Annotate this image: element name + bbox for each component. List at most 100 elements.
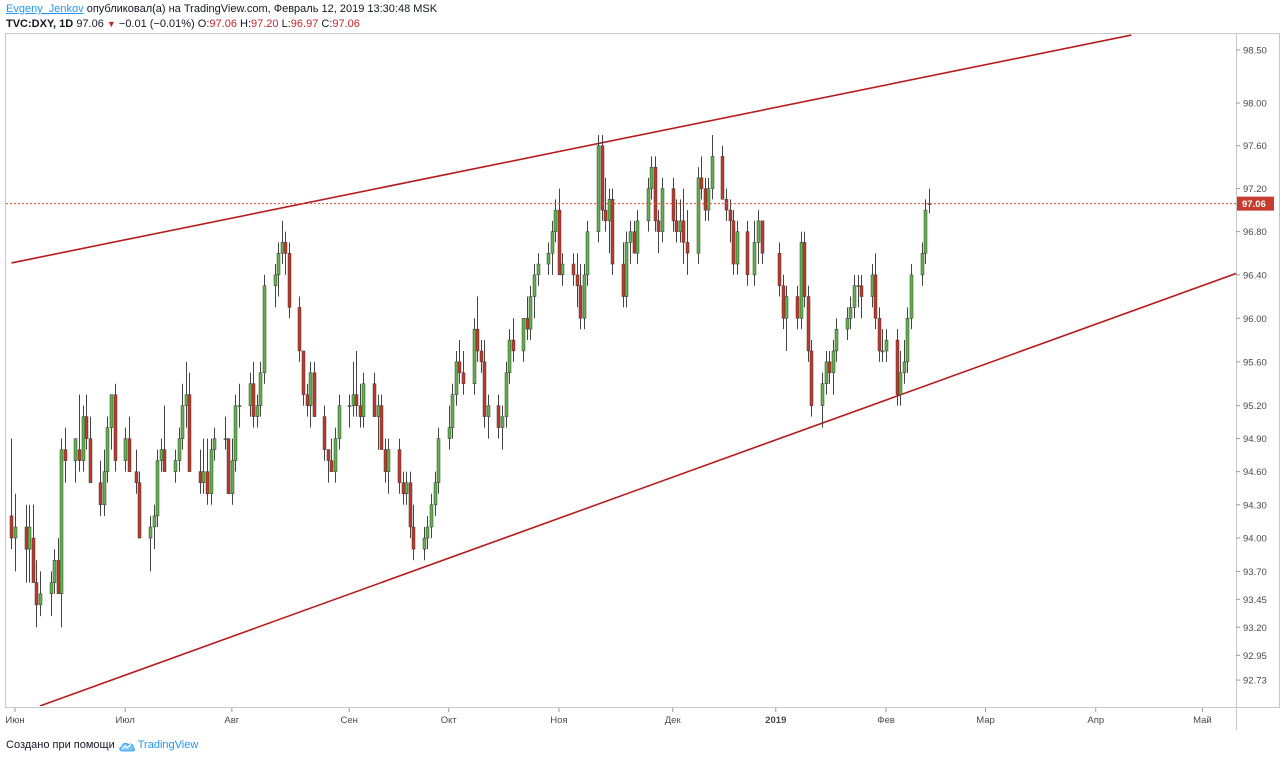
price-tick-label: 94.00 bbox=[1243, 534, 1267, 545]
candle-down bbox=[24, 526, 29, 550]
candle-up bbox=[824, 361, 829, 384]
time-tick-label: Сен bbox=[340, 715, 357, 726]
candle-up bbox=[209, 449, 214, 494]
candle-up bbox=[504, 372, 509, 417]
candle-up bbox=[735, 231, 740, 265]
candle-up bbox=[308, 372, 313, 406]
candle-down bbox=[873, 274, 878, 319]
candle-down bbox=[326, 449, 331, 461]
candle-down bbox=[134, 471, 139, 483]
candle-down bbox=[600, 145, 605, 211]
candle-up bbox=[237, 405, 242, 407]
candle-up bbox=[155, 460, 160, 517]
candle-down bbox=[681, 220, 686, 243]
candle-down bbox=[31, 537, 36, 583]
candle-up bbox=[820, 383, 825, 406]
candle-up bbox=[752, 242, 757, 276]
symbol-name[interactable]: TVC:DXY, 1D bbox=[6, 18, 74, 30]
candle-up bbox=[706, 188, 711, 211]
candle-down bbox=[137, 482, 142, 539]
candle-up bbox=[607, 199, 612, 222]
candle-up bbox=[109, 394, 114, 428]
candle-up bbox=[834, 328, 839, 352]
candle-down bbox=[802, 242, 807, 297]
tradingview-cloud-icon bbox=[119, 742, 135, 751]
candle-down bbox=[329, 460, 334, 472]
candle-up bbox=[870, 274, 875, 297]
candle-down bbox=[557, 209, 562, 276]
candle-down bbox=[88, 438, 93, 483]
publisher-line: Evgeny_Jenkov опубликовал(а) на TradingV… bbox=[6, 3, 437, 16]
candle-up bbox=[710, 156, 715, 189]
candle-up bbox=[105, 427, 110, 472]
price-tick-label: 94.60 bbox=[1243, 467, 1267, 478]
candle-down bbox=[162, 449, 167, 472]
time-tick-label: 2019 bbox=[765, 715, 786, 726]
price-tick-label: 93.45 bbox=[1243, 595, 1267, 606]
candle-up bbox=[333, 438, 338, 472]
candle-up bbox=[425, 526, 430, 539]
candle-up bbox=[635, 220, 640, 254]
price-tick-label: 95.60 bbox=[1243, 357, 1267, 368]
candle-up bbox=[13, 526, 18, 539]
candle-up bbox=[248, 383, 253, 406]
candle-up bbox=[351, 394, 356, 406]
candle-down bbox=[777, 252, 782, 286]
trendline-lower-channel[interactable] bbox=[39, 259, 1277, 706]
trendline-upper-channel[interactable] bbox=[11, 34, 1132, 264]
candle-up bbox=[429, 504, 434, 528]
candle-up bbox=[337, 405, 342, 439]
time-tick-label: Май bbox=[1193, 715, 1212, 726]
candle-up bbox=[696, 177, 701, 254]
candle-up bbox=[49, 582, 54, 594]
author-link[interactable]: Evgeny_Jenkov bbox=[6, 3, 84, 15]
down-arrow-icon: ▼ bbox=[106, 19, 116, 29]
candle-up bbox=[909, 274, 914, 319]
candle-up bbox=[532, 274, 537, 297]
time-tick-label: Апр bbox=[1087, 715, 1104, 726]
candle-up bbox=[73, 438, 78, 461]
price-tick-label: 94.90 bbox=[1243, 434, 1267, 445]
candle-down bbox=[671, 188, 676, 222]
high-value: 97.20 bbox=[251, 18, 279, 30]
candle-up bbox=[454, 361, 459, 395]
candle-down bbox=[113, 394, 118, 461]
current-price-tag bbox=[1237, 196, 1274, 211]
candle-down bbox=[379, 405, 384, 450]
candle-down bbox=[411, 526, 416, 550]
candle-up bbox=[230, 460, 235, 494]
candle-up bbox=[528, 296, 533, 330]
candle-down bbox=[809, 350, 814, 406]
candle-up bbox=[201, 471, 206, 483]
time-tick-label: Июл bbox=[116, 715, 135, 726]
candle-up bbox=[376, 405, 381, 417]
high-label: H: bbox=[240, 18, 252, 30]
candle-down bbox=[63, 449, 68, 461]
price-tick-label: 95.20 bbox=[1243, 401, 1267, 412]
candle-up bbox=[212, 438, 217, 450]
candle-up bbox=[184, 394, 189, 406]
candle-down bbox=[77, 449, 82, 461]
candle-down bbox=[724, 199, 729, 211]
candle-down bbox=[877, 318, 882, 352]
candle-up bbox=[852, 285, 857, 308]
time-tick-label: Июн bbox=[5, 715, 24, 726]
candle-down bbox=[895, 339, 900, 395]
candle-up bbox=[52, 560, 57, 583]
candle-down bbox=[479, 350, 484, 363]
candle-up bbox=[450, 394, 455, 428]
candle-up bbox=[546, 252, 551, 265]
tradingview-link[interactable]: TradingView bbox=[118, 739, 199, 752]
price-tick-label: 96.80 bbox=[1243, 227, 1267, 238]
candle-down bbox=[198, 471, 203, 483]
candle-up bbox=[486, 405, 491, 417]
candle-down bbox=[187, 394, 192, 472]
candle-down bbox=[806, 296, 811, 352]
candle-up bbox=[148, 526, 153, 539]
candle-down bbox=[372, 383, 377, 417]
tradingview-brand: TradingView bbox=[137, 739, 199, 751]
created-with-text: Создано при помощи bbox=[6, 739, 115, 751]
candle-down bbox=[358, 405, 363, 417]
candle-down bbox=[457, 361, 462, 374]
